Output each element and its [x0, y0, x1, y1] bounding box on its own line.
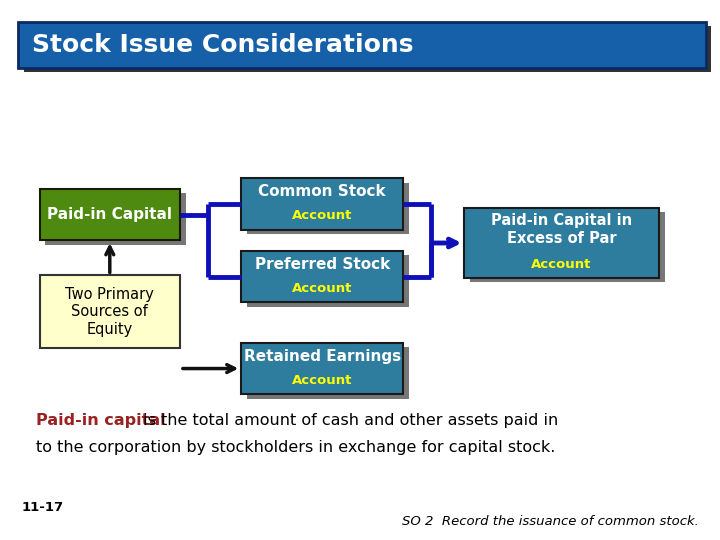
Bar — [241, 343, 403, 394]
Bar — [241, 178, 403, 230]
Bar — [247, 255, 409, 307]
Text: Paid-in capital: Paid-in capital — [36, 413, 166, 428]
Text: 11-17: 11-17 — [22, 501, 64, 514]
Text: Account: Account — [292, 282, 352, 295]
Bar — [464, 208, 659, 278]
Text: SO 2  Record the issuance of common stock.: SO 2 Record the issuance of common stock… — [402, 515, 698, 528]
Bar — [247, 183, 409, 234]
Text: Account: Account — [292, 209, 352, 222]
Text: Account: Account — [531, 258, 592, 271]
Bar — [247, 347, 409, 399]
Bar — [40, 275, 180, 348]
Text: to the corporation by stockholders in exchange for capital stock.: to the corporation by stockholders in ex… — [36, 440, 555, 455]
Text: Common Stock: Common Stock — [258, 185, 386, 199]
Text: Paid-in Capital: Paid-in Capital — [48, 207, 172, 222]
Text: Stock Issue Considerations: Stock Issue Considerations — [32, 32, 414, 57]
Bar — [40, 189, 180, 240]
Bar — [45, 193, 186, 245]
Text: Preferred Stock: Preferred Stock — [255, 258, 390, 272]
Text: is the total amount of cash and other assets paid in: is the total amount of cash and other as… — [138, 413, 559, 428]
Bar — [24, 26, 711, 72]
Text: Retained Earnings: Retained Earnings — [243, 349, 401, 364]
Bar — [18, 22, 706, 68]
Text: Account: Account — [292, 374, 352, 387]
Bar — [470, 212, 665, 282]
Bar — [241, 251, 403, 302]
Text: Two Primary
Sources of
Equity: Two Primary Sources of Equity — [66, 287, 154, 337]
Text: Paid-in Capital in
Excess of Par: Paid-in Capital in Excess of Par — [491, 213, 632, 246]
